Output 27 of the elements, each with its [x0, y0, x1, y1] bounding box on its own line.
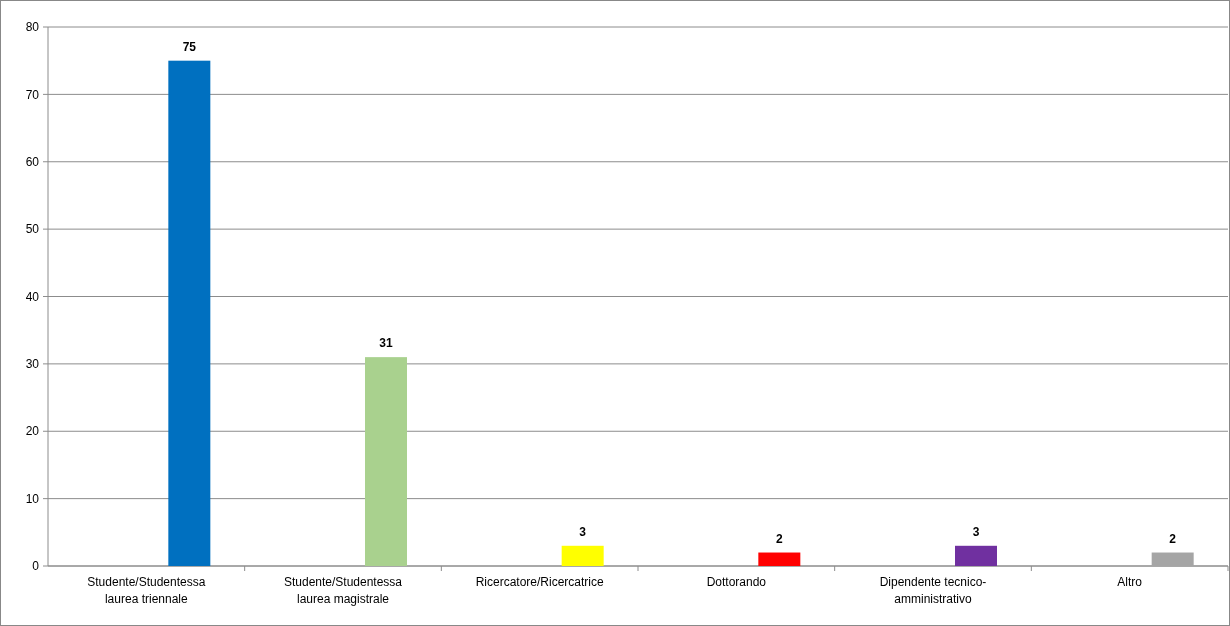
- bar: [955, 545, 997, 566]
- bar: [758, 552, 801, 566]
- y-tick-label: 70: [25, 87, 40, 102]
- x-tick-label: Ricercatore/Ricercatrice: [475, 575, 604, 589]
- bar: [1151, 552, 1194, 566]
- bar: [168, 60, 211, 566]
- y-tick-label: 0: [32, 559, 40, 574]
- y-tick-label: 50: [25, 222, 40, 237]
- bar: [561, 545, 604, 566]
- data-label: 2: [775, 531, 783, 546]
- x-tick-label: Studente/Studentessa laurea magistrale: [283, 575, 403, 606]
- x-tick-label: Dottorando: [706, 575, 767, 589]
- data-label: 31: [379, 336, 393, 351]
- x-tick-label: Studente/Studentessa laurea triennale: [87, 575, 206, 606]
- y-tick-label: 40: [25, 289, 40, 304]
- y-tick-label: 60: [25, 154, 40, 169]
- data-label: 3: [972, 524, 980, 539]
- data-label: 3: [579, 524, 587, 539]
- bar: [365, 357, 407, 566]
- data-label: 2: [1169, 531, 1177, 546]
- data-label: 75: [182, 39, 197, 54]
- y-tick-label: 80: [25, 20, 40, 35]
- y-tick-label: 20: [25, 424, 40, 439]
- x-tick-label: Altro: [1117, 575, 1143, 589]
- y-tick-label: 30: [25, 357, 40, 372]
- x-tick-label: Dipendente tecnico- amministrativo: [879, 575, 987, 606]
- y-tick-label: 10: [25, 491, 40, 506]
